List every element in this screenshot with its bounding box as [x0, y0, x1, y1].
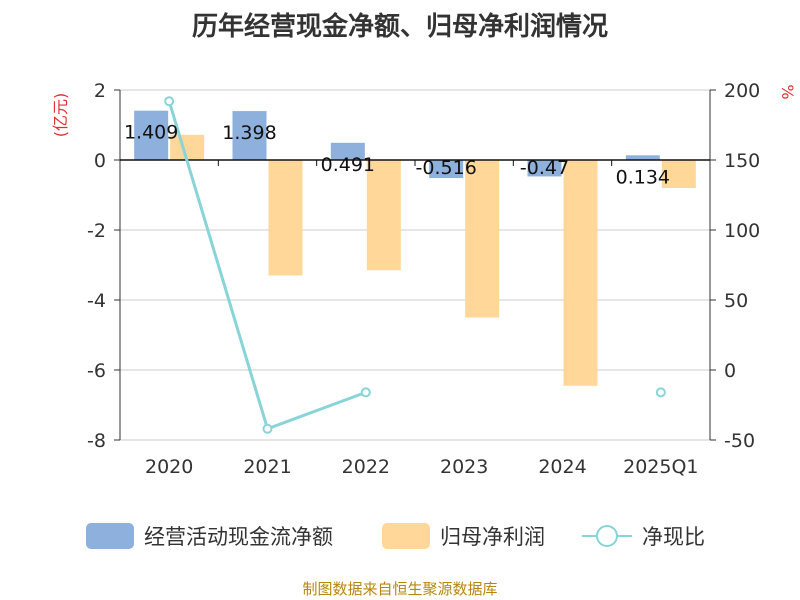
- right-tick-label: -50: [724, 430, 755, 452]
- x-tick-label: 2023: [440, 456, 488, 478]
- ratio-point: [262, 423, 273, 434]
- cashflow-data-label: 0.134: [616, 166, 670, 188]
- net-profit-bar: [268, 160, 303, 276]
- x-tick-label: 2021: [243, 456, 291, 478]
- x-tick-label: 2020: [145, 456, 193, 478]
- x-tick-label: 2025Q1: [623, 456, 698, 478]
- net-profit-bar: [661, 160, 696, 188]
- left-tick-label: -2: [87, 220, 106, 242]
- right-tick-label: 150: [724, 150, 760, 172]
- legend-net-profit-label: 归母净利润: [440, 525, 545, 549]
- legend-ratio-label: 净现比: [642, 525, 705, 549]
- cashflow-data-label: 1.398: [222, 122, 276, 144]
- cashflow-bar: [134, 110, 169, 160]
- left-tick-label: -6: [87, 360, 106, 382]
- cashflow-data-label: 1.409: [124, 122, 178, 144]
- ratio-point: [164, 96, 175, 107]
- cashflow-data-label: 0.491: [321, 154, 375, 176]
- left-tick-label: 2: [94, 80, 106, 102]
- legend-cashflow-label: 经营活动现金流净额: [144, 525, 333, 549]
- net-profit-bar: [170, 134, 205, 160]
- left-tick-label: 0: [94, 150, 106, 172]
- ratio-point: [655, 387, 666, 398]
- legend-net-profit-swatch: [382, 523, 430, 549]
- right-tick-label: 100: [724, 220, 760, 242]
- cashflow-bar: [625, 155, 660, 160]
- left-axis-unit: (亿元): [51, 93, 70, 138]
- ratio-point: [360, 387, 371, 398]
- bars: [134, 110, 696, 386]
- right-tick-label: 0: [724, 360, 736, 382]
- legend: 经营活动现金流净额 归母净利润 净现比: [86, 523, 705, 549]
- legend-cashflow-swatch: [86, 523, 134, 549]
- right-tick-label: 50: [724, 290, 748, 312]
- left-tick-label: -8: [87, 430, 106, 452]
- net-profit-bar: [563, 160, 598, 386]
- left-tick-label: -4: [87, 290, 106, 312]
- axes: [114, 89, 716, 441]
- net-profit-bar: [366, 160, 401, 271]
- tick-labels: 2 0 -2 -4 -6 -8 200 150 100 50 0 -50 2020 2021 2022 202…: [87, 80, 760, 478]
- cashflow-bar: [429, 160, 464, 179]
- cashflow-bar: [232, 111, 267, 160]
- chart-title: 历年经营现金净额、归母净利润情况: [191, 12, 608, 42]
- source-note: 制图数据来自恒生聚源数据库: [302, 580, 498, 598]
- x-tick-label: 2022: [342, 456, 390, 478]
- grid-lines: [120, 89, 710, 441]
- cashflow-bar: [527, 160, 562, 177]
- cashflow-data-label: -0.47: [520, 157, 569, 179]
- right-tick-label: 200: [724, 80, 760, 102]
- right-axis-unit: %: [778, 84, 797, 99]
- cashflow-bar: [330, 142, 365, 160]
- cashflow-data-label: -0.516: [416, 157, 477, 179]
- ratio-line: [164, 96, 666, 434]
- legend-ratio-marker: [596, 525, 618, 547]
- net-profit-bar: [465, 160, 500, 318]
- data-labels: 1.409 1.398 0.491 -0.516 -0.47 0.134: [124, 122, 670, 189]
- x-tick-label: 2024: [538, 456, 586, 478]
